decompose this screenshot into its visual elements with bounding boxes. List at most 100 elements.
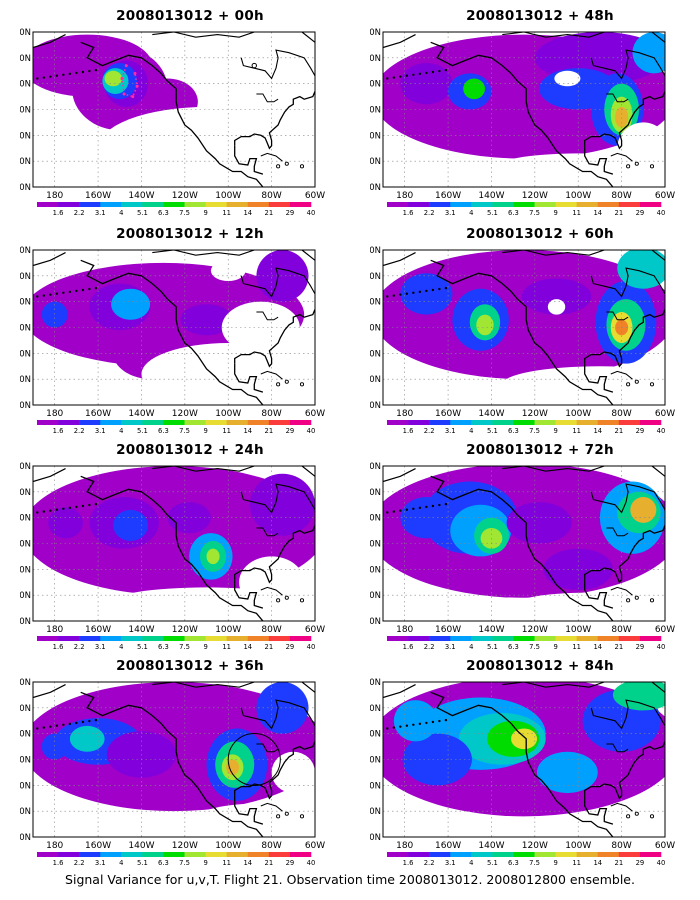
lat-tick-label: 60N [370,54,381,64]
variance-contour [69,725,105,752]
coastline-east [584,309,665,368]
panel-title: 2008013012 + 48h [466,8,614,24]
coastline-hudson [240,699,315,730]
aleutian-island [36,295,39,298]
caribbean-island [299,382,305,387]
gridlines [33,466,315,621]
lat-tick-label: 40N [20,756,31,766]
variance-contour [167,502,211,534]
variance-contour [510,728,538,750]
lon-tick-label: 140W [128,409,154,419]
lat-tick-label: 40N [370,756,381,766]
lat-tick-label: 10N [370,833,381,843]
aleutian-island [386,511,389,514]
colorbar-level-label: 2.2 [424,643,435,651]
coastline-gulf [234,145,264,175]
colorbar-level-label: 6.3 [508,643,519,651]
colorbar-level-label: 9 [553,209,557,217]
colorbar-swatch [226,636,249,641]
map-panel: 2008013012 + 84h 10N 20N 30N 40N 50N 60N 70N 18… [370,658,700,876]
aleutian-island [444,68,448,72]
colorbar-level-label: 2.2 [424,209,435,217]
lon-tick-label: 180 [46,191,63,201]
variance-contour [383,250,665,380]
colorbar-swatch [513,420,535,425]
lon-tick-label: 100W [215,841,241,851]
colorbar-level-label: 1.6 [53,643,64,651]
colorbar-swatch [247,636,270,641]
colorbar-swatch [226,852,249,857]
colorbar-swatch [618,420,641,425]
variance-map: 10N 20N 30N 40N 50N 60N 70N 180 160W 140W 120W 100W… [20,462,325,651]
lon-tick-label: 100W [215,191,241,201]
lon-tick-label: 140W [128,625,154,635]
colorbar-swatch [555,636,577,641]
aleutian-island [431,720,435,724]
coastline-greenland [301,32,315,43]
aleutian-island [438,69,441,73]
lat-tick-label: 60N [370,488,381,498]
colorbar-level-label: 21 [265,427,274,435]
colorbar-level-label: 5.1 [137,209,148,217]
map-panel: 2008013012 + 72h 10N 20N 30N 40N 50N 60N 70N 18… [370,442,700,660]
colorbar-level-label: 9 [553,427,557,435]
colorbar-swatch [37,202,59,207]
lon-tick-label: 60W [655,191,675,201]
colorbar-swatch [100,202,122,207]
coastline-west [430,691,614,837]
aleutian-island [386,727,389,730]
aleutian-island [399,509,402,512]
map-frame [32,249,316,406]
aleutian-island [412,723,415,726]
colorbar-level-label: 40 [307,209,316,217]
aleutian-island [392,294,396,297]
lon-tick-label: 60W [305,191,325,201]
colorbar-level-label: 5.1 [137,859,148,867]
lat-tick-label: 50N [20,514,31,524]
lon-tick-label: 140W [478,841,504,851]
aleutian-island [392,726,396,729]
lon-tick-label: 80W [261,409,281,419]
aleutian-island [405,292,409,295]
coastline-siberia [383,34,416,49]
colorbar-level-label: 21 [615,643,624,651]
coastline-hudson [590,699,665,730]
colorbar-level-label: 3.1 [445,209,456,217]
panel-title: 2008013012 + 84h [466,658,614,674]
variance-contour [476,314,494,336]
coastline-gulf [584,363,614,393]
lon-tick-label: 180 [396,841,413,851]
coastline-siberia [33,34,66,49]
lon-tick-label: 60W [305,409,325,419]
colorbar-level-label: 3.1 [95,859,106,867]
colorbar-swatch [268,852,291,857]
map-frame [382,249,666,406]
no-signal-region [502,366,665,403]
lat-tick-label: 60N [370,704,381,714]
lon-tick-label: 160W [85,409,111,419]
lat-tick-label: 70N [370,678,381,688]
colorbar-level-label: 40 [307,643,316,651]
variance-map: 10N 20N 30N 40N 50N 60N 70N 180 160W 140W 120W 100W… [20,246,325,435]
colorbar-level-label: 1.6 [403,427,414,435]
colorbar-level-label: 6.3 [158,643,169,651]
lon-tick-label: 160W [435,625,461,635]
colorbar-swatch [226,420,249,425]
map-frame [382,681,666,838]
colorbar-swatch [576,202,599,207]
colorbar-level-label: 4 [469,643,473,651]
lon-tick-label: 80W [261,841,281,851]
aleutian-island [68,290,72,294]
aleutian-island [431,70,435,74]
aleutian-island [386,77,389,80]
colorbar-swatch [184,636,206,641]
colorbar-level-label: 11 [572,209,581,217]
aleutian-island [399,75,402,78]
colorbar-swatch [639,852,662,857]
aleutian-island [42,76,46,79]
colorbar-swatch [618,202,641,207]
lat-tick-label: 50N [370,80,381,90]
lat-tick-label: 70N [370,246,381,256]
coastline-siberia [33,684,66,699]
lon-tick-label: 160W [435,191,461,201]
